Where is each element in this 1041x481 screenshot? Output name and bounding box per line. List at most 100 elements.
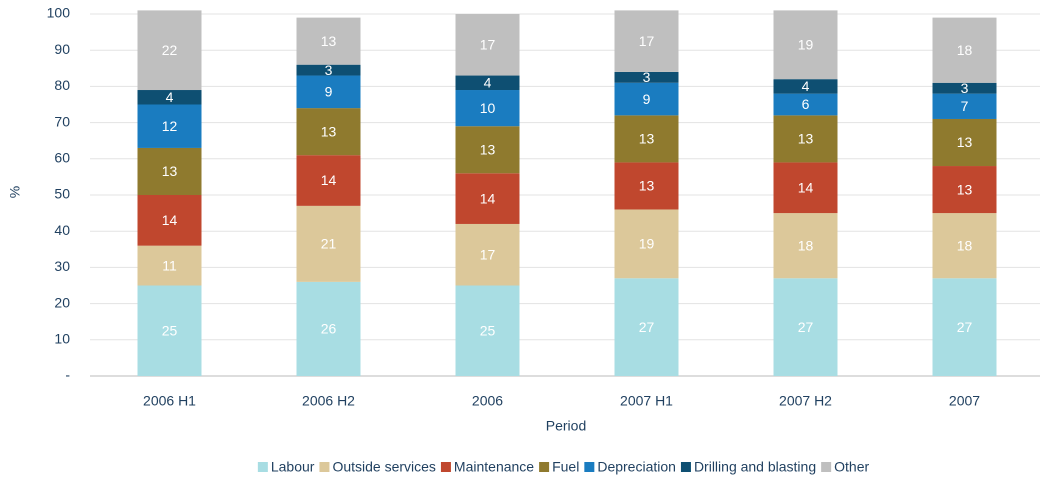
bar-segment [932,118,997,167]
y-tick-label: 50 [54,186,70,202]
bar-segment [455,75,520,91]
bar-segment [614,278,679,376]
bar-segment [773,213,838,279]
x-tick-label: 2006 H2 [302,393,355,409]
x-tick-label: 2006 H1 [143,393,196,409]
data-label: 25 [480,322,496,338]
legend-swatch [440,462,451,472]
x-axis-label: Period [546,418,586,434]
bar-segment [932,17,997,83]
legend-label: Depreciation [597,459,676,475]
legend-label: Other [834,459,869,475]
y-tick-label: 40 [54,222,70,238]
data-label: 3 [961,80,969,96]
legend-swatch [584,462,595,472]
legend-swatch [319,462,330,472]
bar-segment [614,162,679,210]
bar-segment [455,223,520,286]
bar-segment [296,205,361,282]
bar-segment [296,281,361,376]
data-label: 9 [325,84,333,100]
bar-segment [773,10,838,80]
data-label: 14 [321,172,337,188]
bar-segment [455,14,520,76]
bar-segment [614,71,679,83]
data-label: 12 [162,118,178,134]
bar-segment [773,79,838,94]
data-label: 4 [166,89,174,105]
bar-segment [773,115,838,163]
bar-segment [614,115,679,163]
y-tick-label: - [65,367,70,383]
bar-segment [137,10,202,91]
data-label: 13 [957,134,973,150]
data-label: 27 [798,319,814,335]
bar-segment [614,82,679,116]
bar-segment [137,147,202,195]
data-label: 27 [957,319,973,335]
x-tick-label: 2007 H2 [779,393,832,409]
data-label: 4 [484,74,492,90]
data-label: 19 [798,36,814,52]
bar-segment [932,213,997,279]
legend-swatch [680,462,691,472]
data-label: 13 [639,178,655,194]
bar-segment [455,90,520,127]
y-tick-label: 30 [54,258,70,274]
y-tick-label: 20 [54,294,70,310]
bar-segment [773,278,838,376]
y-tick-label: 80 [54,77,70,93]
bar-segment [773,162,838,214]
data-label: 14 [480,190,496,206]
data-label: 26 [321,321,337,337]
data-label: 4 [802,78,810,94]
data-label: 27 [639,319,655,335]
bar-segment [932,82,997,94]
data-label: 13 [480,141,496,157]
x-tick-label: 2007 [949,393,980,409]
data-label: 18 [957,42,973,58]
bar-segment [296,108,361,156]
data-label: 13 [321,33,337,49]
bar-segment [296,155,361,206]
bar-segment [932,93,997,119]
legend-swatch [539,462,550,472]
x-tick-label: 2007 H1 [620,393,673,409]
data-label: 7 [961,98,969,114]
legend-label: Drilling and blasting [694,459,816,475]
bar-segment [137,104,202,148]
data-label: 11 [162,257,177,273]
bar-segment [773,93,838,116]
x-tick-label: 2006 [472,393,503,409]
data-label: 3 [643,69,651,85]
bar-segment [455,173,520,224]
bar-segment [614,10,679,72]
bar-segment [137,195,202,246]
data-label: 18 [798,237,814,253]
bar-segment [455,285,520,376]
data-label: 6 [802,96,810,112]
data-label: 17 [480,36,496,52]
bar-segment [296,75,361,109]
y-tick-label: 60 [54,150,70,166]
data-label: 18 [957,237,973,253]
data-label: 17 [480,246,496,262]
bar-segment [296,64,361,76]
data-label: 13 [798,131,814,147]
bar-segment [137,90,202,105]
data-label: 19 [639,236,655,252]
data-label: 21 [321,236,337,252]
bar-segment [137,245,202,286]
data-label: 14 [798,179,814,195]
data-label: 13 [639,131,655,147]
legend-label: Outside services [332,459,435,475]
data-label: 22 [162,42,178,58]
data-label: 25 [162,322,178,338]
data-label: 9 [643,91,651,107]
data-label: 13 [957,181,973,197]
data-label: 13 [162,163,178,179]
bar-segment [137,285,202,376]
y-tick-label: 10 [54,331,70,347]
legend-swatch [257,462,268,472]
